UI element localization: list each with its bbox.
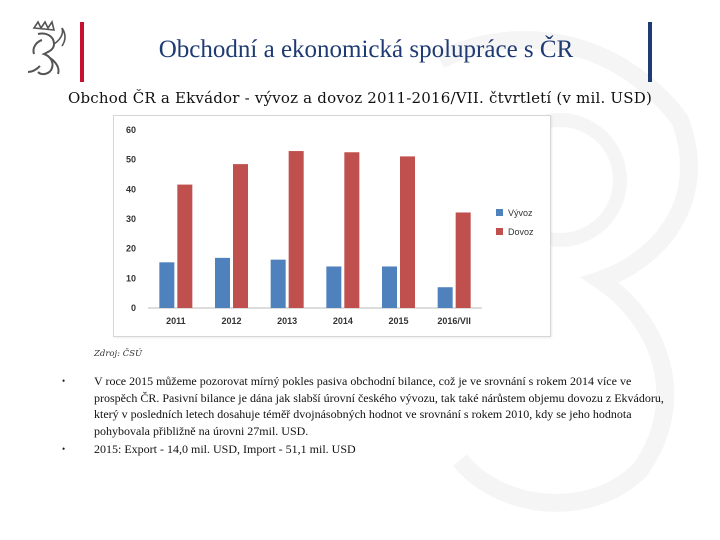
x-tick-label: 2016/VII (437, 316, 471, 326)
chart-panel: 0 10 20 30 40 50 60 2011 2012 2013 2014 2015 2016/VI… (113, 115, 551, 337)
chart-subtitle: Obchod ČR a Ekvádor - vývoz a dovoz 2011… (67, 89, 653, 107)
legend-label: Dovoz (508, 227, 534, 237)
bullet-text: V roce 2015 můžeme pozorovat mírný pokle… (94, 374, 664, 438)
bullet-dot-icon: • (62, 444, 66, 454)
bar-export (437, 287, 453, 308)
czech-lion-icon (27, 20, 66, 76)
page-title: Obchodní a ekonomická spolupráce s ČR (158, 36, 574, 63)
x-tick-label: 2014 (333, 316, 353, 326)
bar-import (177, 184, 193, 308)
y-tick-label: 10 (126, 273, 136, 283)
y-tick-label: 30 (126, 214, 136, 224)
bar-export (215, 257, 230, 308)
bullet-list: • V roce 2015 můžeme pozorovat mírný pok… (62, 373, 672, 460)
bar-export (326, 266, 342, 308)
bar-import (455, 212, 471, 308)
y-tick-label: 60 (126, 125, 136, 135)
legend-label: Vývoz (508, 208, 533, 218)
y-tick-label: 0 (131, 303, 136, 313)
legend-swatch (496, 209, 503, 216)
bar-export (382, 266, 397, 308)
y-tick-label: 20 (126, 244, 136, 254)
legend-swatch (496, 228, 503, 235)
title-accent-left (80, 22, 84, 82)
x-tick-label: 2015 (388, 316, 408, 326)
source-note: Zdroj: ČSÚ (94, 349, 143, 359)
bar-export (159, 262, 175, 308)
list-item: • V roce 2015 můžeme pozorovat mírný pok… (62, 373, 672, 439)
y-tick-label: 50 (126, 155, 136, 165)
bar-import (233, 164, 248, 308)
y-tick-label: 40 (126, 184, 136, 194)
bar-export (270, 259, 286, 308)
bullet-dot-icon: • (62, 376, 66, 386)
bar-import (288, 151, 304, 308)
list-item: • 2015: Export - 14,0 mil. USD, Import -… (62, 441, 672, 458)
x-tick-label: 2012 (221, 316, 241, 326)
bullet-text: 2015: Export - 14,0 mil. USD, Import - 5… (94, 442, 356, 456)
x-tick-label: 2011 (166, 316, 186, 326)
bar-chart: 0 10 20 30 40 50 60 2011 2012 2013 2014 2015 2016/VI… (126, 125, 534, 326)
title-accent-right (648, 22, 652, 82)
bar-import (344, 152, 360, 308)
bar-import (400, 156, 415, 308)
x-tick-label: 2013 (277, 316, 297, 326)
